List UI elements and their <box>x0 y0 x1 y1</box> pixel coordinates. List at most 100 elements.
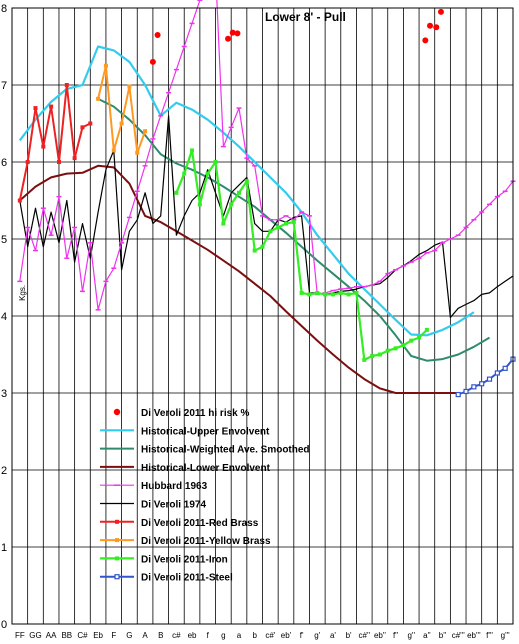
legend-item: Di Veroli 2011-Steel <box>100 573 233 584</box>
legend-label: Historical-Upper Envolvent <box>141 426 270 437</box>
legend-item: Hubbard 1963 <box>100 481 208 492</box>
data-point <box>64 83 69 87</box>
data-point <box>135 150 140 155</box>
data-point <box>276 225 281 230</box>
x-tick-label: f'' <box>393 631 399 640</box>
data-point <box>17 198 22 203</box>
data-point <box>283 221 288 226</box>
legend-item: Historical-Weighted Ave. Smoothed <box>100 445 310 456</box>
legend-marker <box>114 574 120 580</box>
data-point <box>354 290 359 295</box>
legend-label: Di Veroli 2011 hi risk % <box>141 408 250 419</box>
data-point <box>455 391 461 398</box>
x-tick-label: BB <box>61 631 72 640</box>
series-9 <box>455 356 516 398</box>
data-point <box>213 160 218 164</box>
data-point <box>149 58 156 65</box>
data-point <box>424 327 429 332</box>
y-tick-label: 8 <box>1 3 7 15</box>
x-tick-label: eb''' <box>467 631 481 640</box>
legend-item: Di Veroli 2011-Red Brass <box>100 518 259 529</box>
x-tick-label: b'' <box>439 631 447 640</box>
data-point <box>291 220 296 225</box>
data-point <box>111 148 116 153</box>
data-point <box>377 352 382 357</box>
data-point <box>182 171 187 176</box>
legend-label: Di Veroli 2011-Steel <box>141 573 233 584</box>
data-point <box>252 248 257 253</box>
data-point <box>422 37 429 44</box>
y-tick-label: 5 <box>1 234 7 246</box>
data-point <box>49 104 54 109</box>
data-point <box>103 63 108 68</box>
data-point <box>205 171 210 176</box>
y-tick-label: 6 <box>1 157 7 169</box>
data-point <box>479 381 485 387</box>
data-point <box>154 31 161 38</box>
data-point <box>502 365 508 371</box>
series-1 <box>18 45 475 337</box>
series-line <box>18 45 475 337</box>
data-point <box>299 290 304 295</box>
data-point <box>225 35 232 42</box>
x-tick-label: g' <box>314 631 320 640</box>
legend-marker <box>115 538 119 543</box>
x-tick-label: eb' <box>281 631 292 640</box>
data-point <box>197 202 202 207</box>
series-0 <box>149 8 444 65</box>
data-point <box>463 388 469 395</box>
chart-title: Lower 8' - Pull <box>265 10 346 24</box>
legend: Di Veroli 2011 hi risk % Historical-Upper… <box>100 408 310 584</box>
data-point <box>370 354 375 359</box>
data-point <box>362 357 367 362</box>
x-tick-label: A <box>142 631 148 640</box>
data-point <box>96 96 101 101</box>
data-point <box>260 244 265 249</box>
x-tick-label: C# <box>77 631 88 640</box>
plot-frame <box>11 7 514 625</box>
data-point <box>80 125 85 130</box>
x-tick-label: g''' <box>501 631 511 640</box>
y-axis-label: Kgs. <box>18 285 27 301</box>
series-6 <box>17 83 93 203</box>
data-point <box>315 290 320 295</box>
y-tick-label: 1 <box>1 542 7 554</box>
x-tick-label: c#' <box>265 631 275 640</box>
data-point <box>385 348 390 353</box>
data-point <box>174 190 179 195</box>
x-tick-label: eb <box>188 631 197 640</box>
data-point <box>338 290 343 295</box>
x-tick-label: FF <box>15 631 25 640</box>
legend-item: Di Veroli 2011-Yellow Brass <box>100 536 271 547</box>
legend-marker <box>113 408 121 416</box>
legend-label: Historical-Lower Envolvent <box>141 463 271 474</box>
legend-label: Di Veroli 2011-Yellow Brass <box>141 536 271 547</box>
series-line <box>97 98 491 362</box>
data-point <box>56 160 61 164</box>
data-point <box>221 221 226 226</box>
legend-item: Di Veroli 2011 hi risk % <box>113 408 250 419</box>
x-tick-label: B <box>158 631 163 640</box>
x-tick-label: g <box>221 631 225 640</box>
data-point <box>486 376 493 382</box>
legend-label: Hubbard 1963 <box>141 481 208 492</box>
legend-label: Di Veroli 1974 <box>141 500 206 511</box>
series-line <box>19 0 514 311</box>
data-point <box>330 292 335 297</box>
series-7 <box>96 63 148 155</box>
data-point <box>433 24 440 31</box>
data-point <box>229 202 234 207</box>
data-point <box>307 292 312 297</box>
data-point <box>127 84 132 89</box>
x-tick-label: c#''' <box>452 631 466 640</box>
y-tick-labels: 0 1 2 3 4 5 6 7 8 <box>1 3 7 631</box>
y-tick-label: 0 <box>1 619 7 631</box>
data-point <box>190 148 195 153</box>
data-point <box>33 106 38 111</box>
data-point <box>409 338 414 343</box>
y-tick-label: 4 <box>1 311 7 323</box>
data-point <box>393 346 398 351</box>
legend-item: Historical-Lower Envolvent <box>100 463 271 474</box>
